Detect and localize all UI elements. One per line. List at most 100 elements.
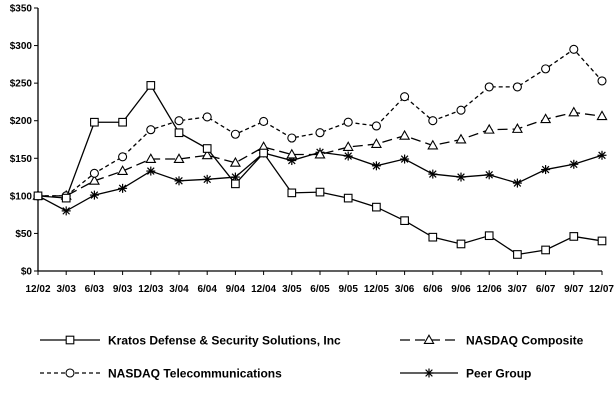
data-point-circle	[287, 133, 297, 143]
x-tick-label: 9/05	[338, 284, 358, 295]
legend-label: NASDAQ Composite	[466, 334, 584, 348]
data-point-triangle	[455, 133, 467, 144]
data-point-circle	[89, 168, 99, 178]
data-point-circle	[315, 128, 325, 138]
data-point-square	[202, 144, 212, 153]
data-point-triangle	[314, 148, 326, 159]
data-point-asterisk	[428, 169, 438, 179]
data-point-square	[61, 193, 71, 203]
data-point-square	[287, 188, 297, 198]
data-point-triangle	[423, 334, 435, 344]
data-point-circle	[174, 116, 184, 126]
x-tick-label: 6/05	[310, 284, 330, 295]
x-tick-label: 12/07	[589, 284, 614, 295]
x-tick-label: 6/06	[423, 284, 443, 295]
x-tick-label: 3/07	[508, 284, 528, 295]
y-tick-label: $50	[15, 229, 32, 240]
data-point-circle	[202, 112, 212, 122]
data-point-square	[90, 117, 99, 127]
data-point-circle	[259, 116, 269, 127]
data-point-asterisk	[512, 178, 522, 188]
data-point-square	[174, 128, 184, 138]
data-point-asterisk	[456, 172, 466, 182]
data-point-square	[315, 187, 325, 197]
series-line	[38, 48, 603, 197]
data-point-asterisk	[343, 151, 353, 161]
y-tick-label: $300	[10, 41, 33, 52]
x-tick-label: 12/05	[364, 284, 389, 295]
data-point-asterisk	[118, 183, 128, 193]
x-tick-label: 3/06	[395, 284, 415, 295]
series-square	[33, 81, 607, 259]
legend-item: Peer Group	[400, 367, 531, 381]
x-tick-label: 12/06	[477, 284, 502, 295]
x-tick-label: 12/03	[138, 284, 163, 295]
data-point-asterisk	[424, 368, 434, 378]
data-point-square	[65, 335, 75, 345]
data-point-triangle	[201, 149, 213, 160]
data-point-asterisk	[146, 166, 156, 176]
data-point-triangle	[342, 141, 354, 151]
data-point-square	[541, 245, 550, 255]
x-tick-label: 3/04	[169, 284, 189, 295]
data-point-asterisk	[202, 174, 212, 184]
x-tick-label: 12/04	[251, 284, 276, 295]
data-point-square	[118, 117, 127, 127]
data-point-asterisk	[61, 206, 71, 216]
data-point-circle	[146, 125, 156, 135]
data-point-triangle	[540, 113, 552, 124]
data-point-asterisk	[89, 190, 99, 200]
x-tick-label: 3/03	[56, 284, 76, 295]
legend-item: Kratos Defense & Security Solutions, Inc	[40, 334, 341, 348]
data-point-circle	[65, 368, 75, 378]
data-point-circle	[400, 92, 410, 102]
x-tick-label: 9/07	[564, 284, 584, 295]
data-point-asterisk	[569, 159, 579, 169]
x-tick-label: 9/03	[113, 284, 133, 295]
data-point-square	[259, 148, 268, 158]
data-point-asterisk	[484, 170, 494, 180]
data-point-triangle	[399, 129, 411, 140]
data-point-triangle	[427, 139, 439, 150]
data-point-triangle	[229, 156, 241, 167]
x-tick-label: 6/03	[85, 284, 105, 295]
data-point-square	[569, 232, 579, 241]
data-point-triangle	[511, 123, 523, 133]
data-point-triangle	[173, 153, 185, 163]
y-tick-label: $250	[10, 79, 33, 90]
data-point-square	[428, 232, 438, 242]
data-point-triangle	[370, 138, 382, 148]
x-tick-label: 6/07	[536, 284, 556, 295]
y-tick-label: $200	[10, 116, 33, 127]
data-point-circle	[230, 129, 240, 139]
y-tick-label: $350	[10, 4, 33, 15]
y-tick-label: $100	[10, 191, 33, 202]
chart-legend: Kratos Defense & Security Solutions, Inc…	[40, 334, 584, 381]
data-point-circle	[484, 82, 494, 92]
data-point-asterisk	[174, 176, 184, 186]
legend-item: NASDAQ Telecommunications	[40, 367, 282, 381]
data-point-circle	[118, 152, 128, 162]
data-point-circle	[428, 116, 438, 126]
legend-label: Peer Group	[466, 367, 531, 381]
x-tick-label: 9/04	[226, 284, 246, 295]
data-point-triangle	[483, 123, 495, 134]
x-axis-ticks: 12/02 3/03 6/03 9/03 12/03 3/04 6/04 9/04 12/04 3…	[25, 271, 614, 295]
x-tick-label: 6/04	[197, 284, 217, 295]
data-point-asterisk	[541, 165, 551, 175]
data-point-square	[456, 239, 466, 249]
x-tick-label: 12/02	[25, 284, 50, 295]
x-tick-label: 3/05	[282, 284, 302, 295]
chart-axes	[37, 8, 602, 272]
data-point-square	[513, 250, 522, 259]
data-point-triangle	[88, 174, 100, 185]
data-point-square	[484, 231, 494, 241]
data-point-square	[231, 179, 240, 189]
data-point-circle	[569, 44, 579, 54]
data-point-circle	[343, 117, 353, 127]
y-tick-label: $0	[21, 267, 33, 278]
data-point-square	[33, 191, 43, 201]
data-point-square	[372, 202, 381, 212]
data-point-asterisk	[597, 150, 607, 160]
